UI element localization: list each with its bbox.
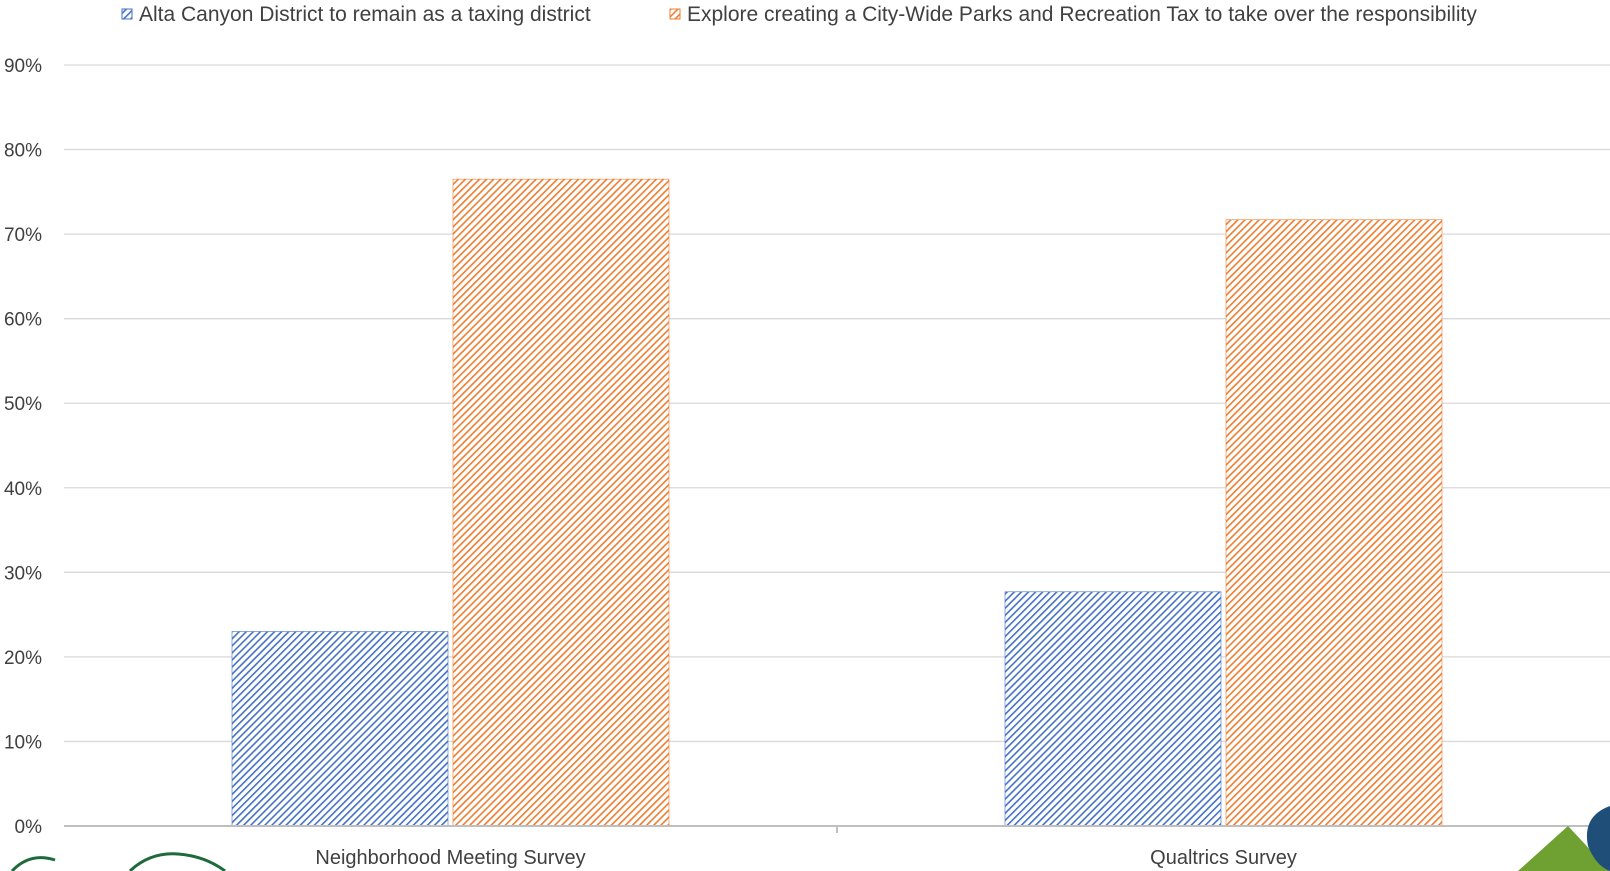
right-logo-swoosh <box>1586 806 1610 871</box>
right-logo-mountain <box>1518 826 1610 871</box>
left-logo-arc <box>10 856 56 871</box>
bars <box>231 178 1443 827</box>
logos <box>10 806 1610 871</box>
x-axis: Neighborhood Meeting Survey Qualtrics Sur… <box>64 825 1610 869</box>
bar-city-wide-tax-neighborhood <box>452 178 670 827</box>
bar-city-wide-tax-qualtrics <box>1225 219 1443 827</box>
y-tick-label: 0% <box>15 817 43 838</box>
bar-alta-canyon-qualtrics <box>1004 591 1222 827</box>
legend-swatch-city-wide-tax <box>669 8 681 20</box>
y-tick-label: 80% <box>4 141 42 162</box>
x-category-label: Neighborhood Meeting Survey <box>315 847 585 869</box>
y-tick-label: 60% <box>4 310 42 331</box>
left-logo-hill <box>128 852 226 871</box>
x-category-label: Qualtrics Survey <box>1150 847 1297 869</box>
y-tick-label: 20% <box>4 648 42 669</box>
y-tick-label: 30% <box>4 563 42 584</box>
legend-label-city-wide-tax: Explore creating a City-Wide Parks and R… <box>687 3 1477 26</box>
y-tick-label: 50% <box>4 394 42 415</box>
y-tick-label: 40% <box>4 479 42 500</box>
y-axis: 0% 10% 20% 30% 40% 50% 60% 70% 80% 90% <box>4 56 42 838</box>
legend-label-alta-canyon: Alta Canyon District to remain as a taxi… <box>139 3 591 26</box>
y-tick-label: 90% <box>4 56 42 77</box>
legend-swatch-alta-canyon <box>121 8 133 20</box>
y-tick-label: 10% <box>4 732 42 753</box>
y-tick-label: 70% <box>4 225 42 246</box>
chart-legend: Alta Canyon District to remain as a taxi… <box>121 3 1477 26</box>
bar-alta-canyon-neighborhood <box>231 631 449 827</box>
